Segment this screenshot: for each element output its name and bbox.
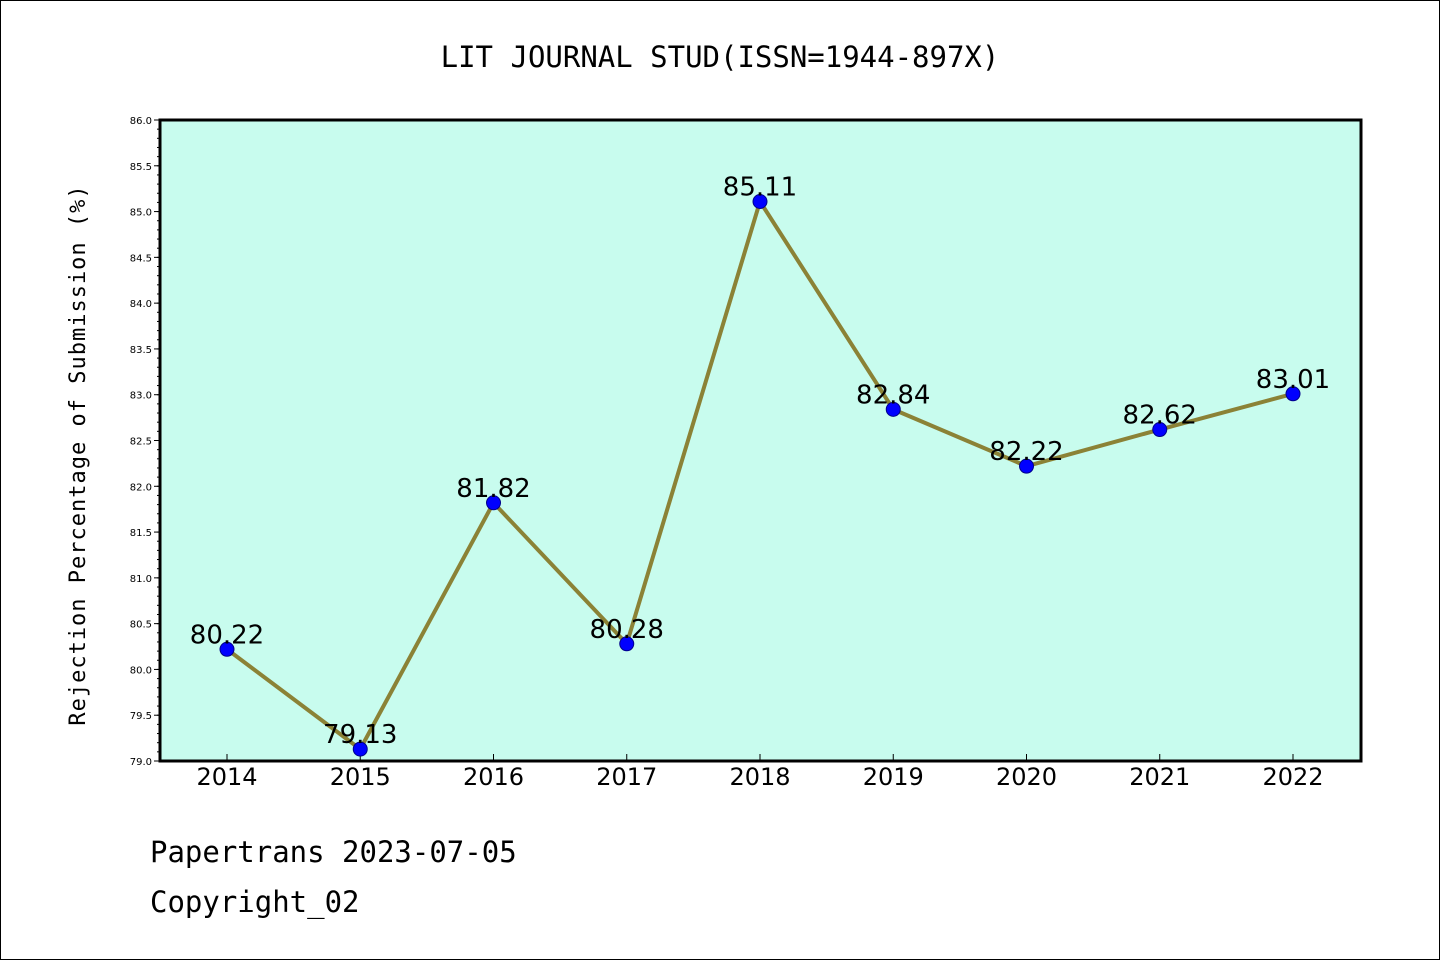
y-tick-label: 84.5 [130,253,152,264]
y-axis: 79.0 79.5 80.0 80.5 81.0 81.5 82.0 82.5 83.0 83.5… [130,116,160,768]
y-tick-label: 83.0 [130,391,152,402]
data-point [219,641,235,657]
y-tick-label: 79.0 [130,757,152,768]
x-tick-label: 2014 [196,763,257,791]
x-axis: 2014 2015 2016 2017 2018 2019 2020 2021 2022 [196,754,1324,791]
x-tick-label: 2015 [330,763,391,791]
x-tick-label: 2016 [463,763,524,791]
x-tick-label: 2022 [1262,763,1323,791]
data-label: 82.22 [989,437,1063,467]
y-tick-label: 82.0 [130,482,152,493]
data-point [619,636,635,652]
plot-border [158,118,1363,763]
footer-copyright: Copyright_02 [150,885,360,919]
y-axis-label: Rejection Percentage of Submission (%) [66,184,91,725]
x-tick-label: 2020 [996,763,1057,791]
y-tick-label: 81.0 [130,574,152,585]
plot-area [160,120,1361,761]
x-tick-label: 2021 [1129,763,1190,791]
data-label: 85.11 [723,172,797,202]
y-tick-label: 80.0 [130,665,152,676]
data-label: 80.28 [590,615,664,645]
y-tick-label: 83.5 [130,345,152,356]
x-tick-label: 2017 [596,763,657,791]
y-tick-label: 81.5 [130,528,152,539]
y-tick-label: 86.0 [130,116,152,127]
y-tick-label: 80.5 [130,620,152,631]
data-point [1285,386,1301,402]
series [219,193,1301,757]
data-label: 80.22 [190,620,264,650]
data-label: 82.62 [1123,401,1197,431]
y-tick-label: 85.0 [130,208,152,219]
data-point [752,193,768,209]
footer-date: Papertrans 2023-07-05 [150,835,517,869]
data-label: 82.84 [856,380,930,410]
data-point [486,495,501,511]
y-tick-label: 85.5 [130,162,152,173]
x-tick-label: 2018 [729,763,790,791]
y-tick-label: 79.5 [130,711,152,722]
data-point [352,741,368,757]
data-label: 79.13 [323,720,397,750]
data-point [1152,422,1168,438]
x-tick-label: 2019 [863,763,924,791]
data-label: 81.82 [456,474,530,504]
data-label: 83.01 [1256,365,1330,395]
data-labels: 80.22 79.13 81.82 80.28 85.11 82.84 82.22 82.62… [190,172,1330,750]
y-tick-label: 82.5 [130,437,152,448]
y-tick-label: 84.0 [130,299,152,310]
data-point [1019,458,1034,474]
chart-title: LIT JOURNAL STUD(ISSN=1944-897X) [441,40,1000,74]
data-point [885,401,901,417]
